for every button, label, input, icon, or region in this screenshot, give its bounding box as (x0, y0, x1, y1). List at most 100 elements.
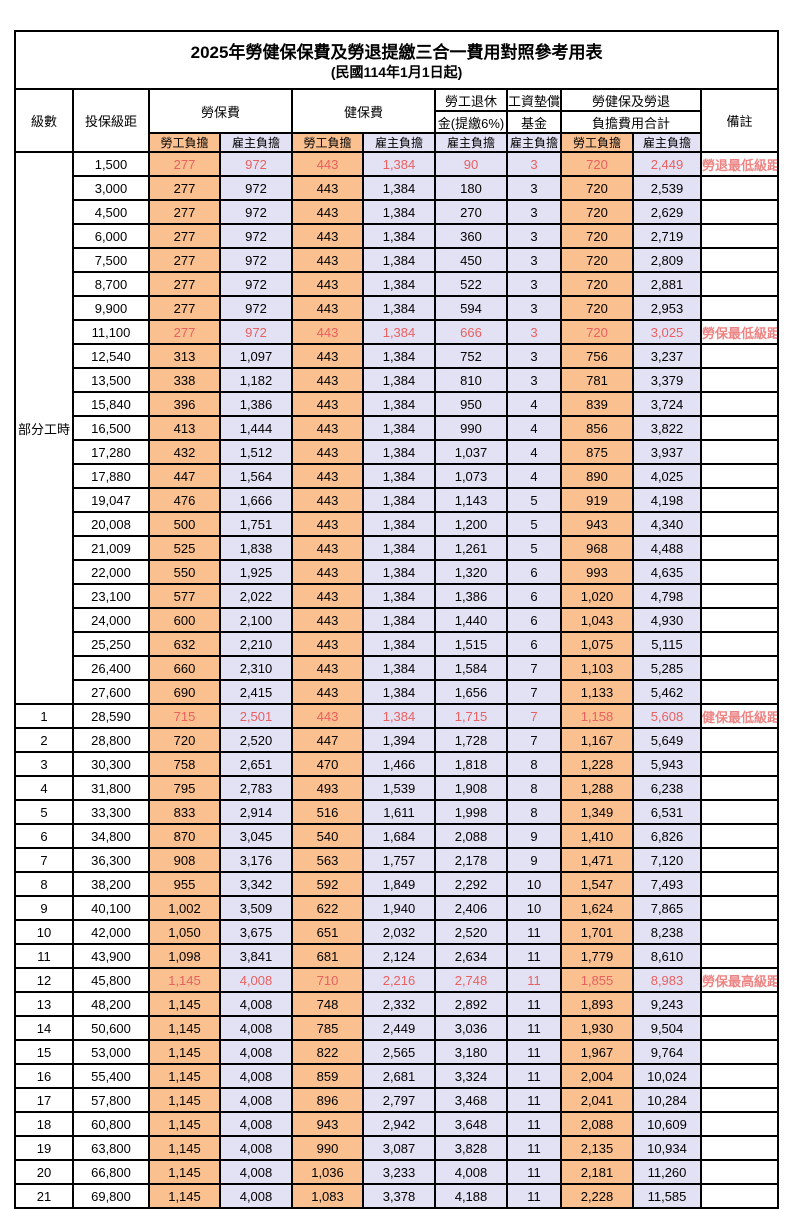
labor-employee-cell: 1,145 (148, 991, 221, 1017)
total-employee-cell: 1,043 (560, 607, 634, 633)
table-row: 部分工時 1,500 277 972 443 1,384 90 3 720 2,449 勞退最低級距 (14, 151, 780, 705)
note-cell (699, 943, 780, 969)
table-row: 12 45,800 1,145 4,008 710 2,216 2,748 11 1,855 8,… (14, 967, 780, 993)
labor-employer-cell: 3,045 (219, 823, 293, 849)
pension-employer-cell: 1,037 (434, 439, 508, 465)
fund-employer-cell: 11 (506, 919, 562, 945)
total-employer-cell: 4,198 (632, 487, 702, 513)
labor-employee-cell: 833 (148, 799, 221, 825)
labor-employer-cell: 972 (219, 295, 293, 321)
bracket-cell: 30,300 (72, 751, 150, 777)
pension-employer-cell: 1,440 (434, 607, 508, 633)
total-employee-cell: 720 (560, 199, 634, 225)
total-employer-cell: 9,504 (632, 1015, 702, 1041)
total-employee-cell: 919 (560, 487, 634, 513)
health-employer-cell: 1,394 (362, 727, 436, 753)
bracket-cell: 16,500 (72, 415, 150, 441)
total-employee-cell: 1,228 (560, 751, 634, 777)
health-employer-cell: 1,384 (362, 535, 436, 561)
pension-employer-cell: 1,818 (434, 751, 508, 777)
fund-employer-cell: 7 (506, 679, 562, 705)
health-employer-cell: 3,233 (362, 1159, 436, 1185)
labor-employer-cell: 972 (219, 175, 293, 201)
pension-employer-cell: 1,715 (434, 703, 508, 729)
note-cell (699, 559, 780, 585)
bracket-cell: 19,047 (72, 487, 150, 513)
page-subtitle: (民國114年1月1日起) (330, 64, 463, 81)
health-employee-cell: 516 (291, 799, 364, 825)
labor-employer-cell: 2,520 (219, 727, 293, 753)
total-employee-cell: 1,471 (560, 847, 634, 873)
subheader-total-employee: 勞工負擔 (560, 132, 634, 153)
labor-employer-cell: 2,501 (219, 703, 293, 729)
health-employer-cell: 2,797 (362, 1087, 436, 1113)
total-employer-cell: 6,531 (632, 799, 702, 825)
health-employee-cell: 443 (291, 319, 364, 345)
health-employee-cell: 443 (291, 703, 364, 729)
pension-employer-cell: 4,188 (434, 1183, 508, 1209)
total-employee-cell: 1,133 (560, 679, 634, 705)
header-row-2: 金(提繳6%) 基金 負擔費用合計 (15, 110, 778, 134)
pension-employer-cell: 666 (434, 319, 508, 345)
health-employer-cell: 1,384 (362, 175, 436, 201)
table-row: 15,840 396 1,386 443 1,384 950 4 839 3,724 (15, 391, 780, 417)
pension-employer-cell: 3,828 (434, 1135, 508, 1161)
total-employer-cell: 5,608 (632, 703, 702, 729)
health-employee-cell: 443 (291, 559, 364, 585)
bracket-cell: 50,600 (72, 1015, 150, 1041)
note-cell (699, 583, 780, 609)
level-cell: 11 (14, 943, 74, 969)
total-employer-cell: 4,930 (632, 607, 702, 633)
total-employee-cell: 720 (560, 319, 634, 345)
labor-employer-cell: 1,512 (219, 439, 293, 465)
labor-employer-cell: 972 (219, 223, 293, 249)
total-employer-cell: 10,934 (632, 1135, 702, 1161)
level-cell: 18 (14, 1111, 74, 1137)
pension-employer-cell: 950 (434, 391, 508, 417)
health-employer-cell: 1,466 (362, 751, 436, 777)
note-cell (699, 1063, 780, 1089)
labor-employer-cell: 2,022 (219, 583, 293, 609)
labor-employer-cell: 1,386 (219, 391, 293, 417)
fund-employer-cell: 6 (506, 583, 562, 609)
fund-employer-cell: 4 (506, 415, 562, 441)
labor-employer-cell: 2,210 (219, 631, 293, 657)
note-cell: 健保最低級距 (699, 703, 780, 729)
health-employer-cell: 2,032 (362, 919, 436, 945)
labor-employee-cell: 758 (148, 751, 221, 777)
table-row: 9,900 277 972 443 1,384 594 3 720 2,953 (15, 295, 780, 321)
total-employer-cell: 5,285 (632, 655, 702, 681)
bracket-cell: 24,000 (72, 607, 150, 633)
labor-employee-cell: 690 (148, 679, 221, 705)
health-employee-cell: 710 (291, 967, 364, 993)
labor-employee-cell: 1,145 (148, 1063, 221, 1089)
pension-employer-cell: 1,584 (434, 655, 508, 681)
note-cell (699, 1015, 780, 1041)
total-employer-cell: 6,238 (632, 775, 702, 801)
bracket-cell: 9,900 (72, 295, 150, 321)
health-employee-cell: 443 (291, 223, 364, 249)
total-employee-cell: 1,893 (560, 991, 634, 1017)
total-employer-cell: 9,243 (632, 991, 702, 1017)
labor-employee-cell: 277 (148, 151, 221, 177)
pension-employer-cell: 3,180 (434, 1039, 508, 1065)
health-employee-cell: 443 (291, 583, 364, 609)
fund-employer-cell: 7 (506, 655, 562, 681)
note-cell (699, 799, 780, 825)
note-cell (699, 175, 780, 201)
health-employee-cell: 859 (291, 1063, 364, 1089)
labor-employee-cell: 338 (148, 367, 221, 393)
table-row: 22,000 550 1,925 443 1,384 1,320 6 993 4,635 (15, 559, 780, 585)
labor-employer-cell: 1,444 (219, 415, 293, 441)
fund-employer-cell: 4 (506, 463, 562, 489)
total-employee-cell: 2,004 (560, 1063, 634, 1089)
table-row: 8,700 277 972 443 1,384 522 3 720 2,881 (15, 271, 780, 297)
subheader-fund-employer: 雇主負擔 (506, 132, 562, 153)
header-pension-line1: 勞工退休 (434, 88, 508, 112)
total-employee-cell: 1,075 (560, 631, 634, 657)
labor-employee-cell: 432 (148, 439, 221, 465)
fund-employer-cell: 8 (506, 751, 562, 777)
health-employer-cell: 1,384 (362, 607, 436, 633)
labor-employee-cell: 577 (148, 583, 221, 609)
bracket-cell: 21,009 (72, 535, 150, 561)
